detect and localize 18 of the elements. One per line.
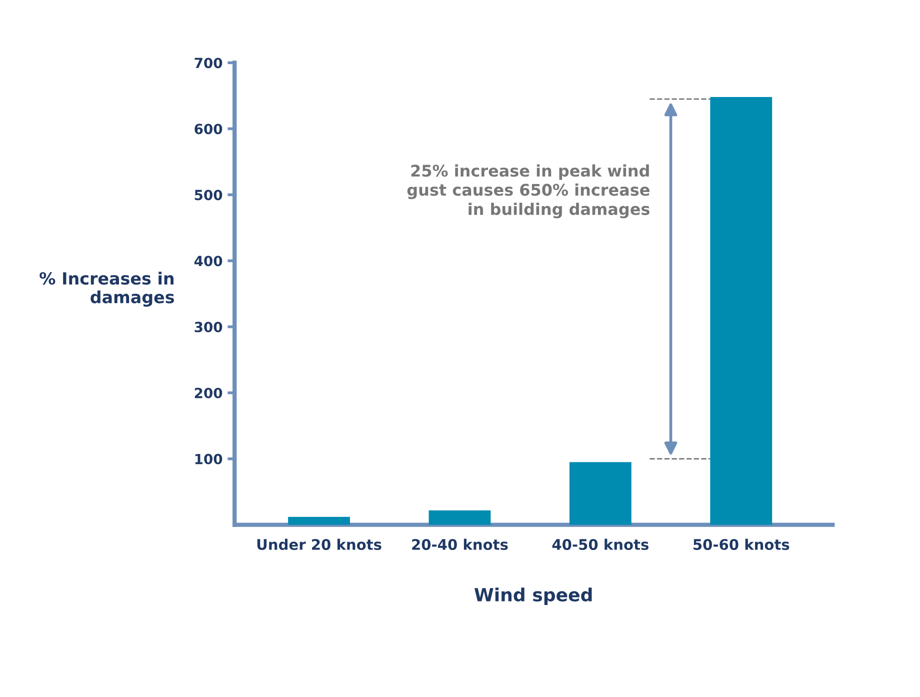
bar — [288, 516, 350, 525]
y-tick-label: 100 — [195, 454, 222, 464]
y-tick-label: 400 — [194, 256, 222, 266]
y-tick-label: 200 — [194, 388, 222, 398]
x-axis-title: Wind speed — [474, 588, 592, 606]
y-axis-title: % Increases in damages — [40, 272, 174, 307]
x-tick-label: 40-50 knots — [552, 538, 648, 550]
x-tick-label: 20-40 knots — [412, 538, 508, 550]
x-tick-label: 50-60 knots — [694, 538, 790, 550]
annotation: 25% increase in peak wind gust causes 650% increase in building damages — [407, 164, 650, 218]
bar — [428, 510, 491, 525]
y-tick-label: 600 — [194, 124, 222, 134]
bar — [569, 462, 632, 525]
y-tick-label: 700 — [194, 58, 222, 68]
x-tick-label: Under 20 knots — [257, 538, 382, 550]
y-tick-label: 500 — [194, 190, 222, 200]
bar — [710, 97, 772, 525]
y-tick-label: 300 — [194, 322, 222, 332]
